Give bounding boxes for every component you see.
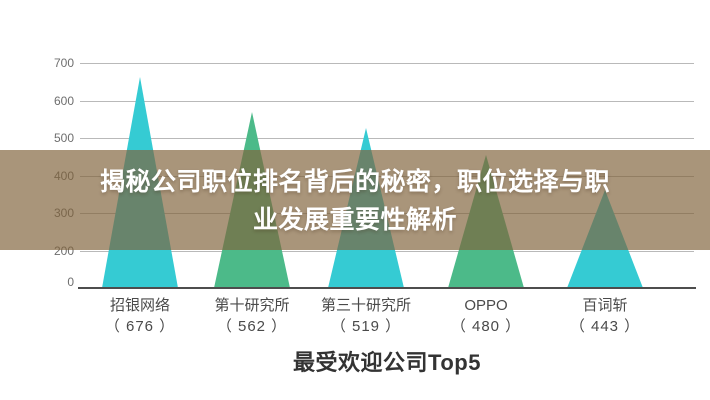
company-name: 招银网络	[109, 297, 170, 314]
x-axis-line	[78, 287, 696, 289]
y-tick-label: 500	[53, 131, 74, 145]
company-vote-count: （ 519 ）	[330, 318, 402, 335]
headline-line-1: 揭秘公司职位排名背后的秘密，职位选择与职	[99, 168, 610, 196]
y-tick-label: 700	[53, 56, 74, 70]
gridline	[80, 138, 694, 139]
company-vote-count: （ 443 ）	[569, 318, 641, 335]
gridline	[80, 100, 694, 102]
headline-overlay-band: 揭秘公司职位排名背后的秘密，职位选择与职 业发展重要性解析	[0, 150, 710, 250]
headline-text: 揭秘公司职位排名背后的秘密，职位选择与职 业发展重要性解析	[0, 163, 710, 239]
chart-title: 最受欢迎公司Top5	[293, 350, 481, 375]
x-category-label: OPPO （ 480 ）	[421, 297, 551, 336]
y-tick-label: 600	[53, 93, 74, 108]
headline-line-2: 业发展重要性解析	[252, 206, 457, 234]
company-name: OPPO	[464, 297, 508, 314]
company-name: 百词斩	[582, 297, 628, 314]
x-category-label: 第三十研究所 （ 519 ）	[301, 297, 431, 336]
x-category-label: 第十研究所 （ 562 ）	[187, 297, 317, 336]
company-vote-count: （ 480 ）	[450, 318, 522, 335]
company-vote-count: （ 562 ）	[216, 318, 288, 335]
x-category-label: 百词斩 （ 443 ）	[540, 297, 670, 336]
company-vote-count: （ 676 ）	[104, 318, 176, 335]
company-name: 第三十研究所	[320, 297, 411, 314]
company-name: 第十研究所	[214, 297, 290, 314]
gridline	[80, 63, 694, 64]
y-tick-label: 0	[67, 275, 74, 289]
x-category-label: 招银网络 （ 676 ）	[75, 297, 205, 336]
